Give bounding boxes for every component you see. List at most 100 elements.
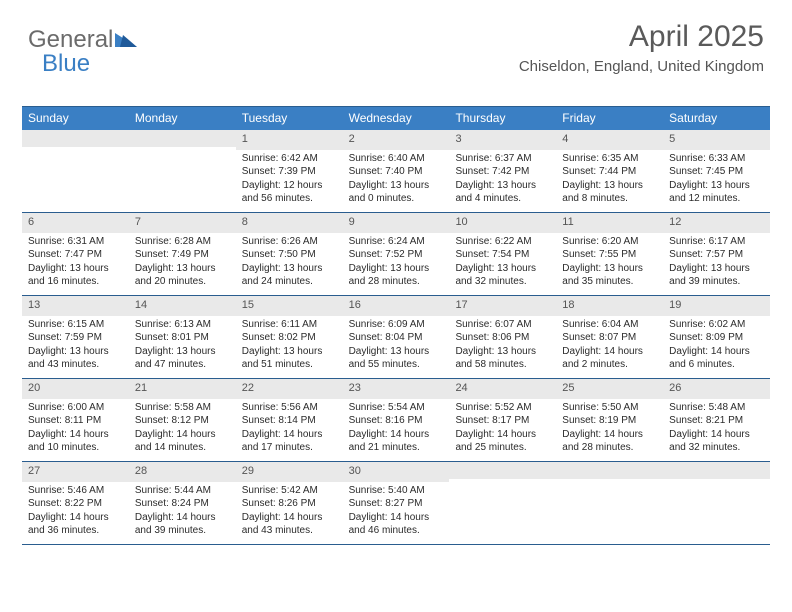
sunset-text: Sunset: 7:55 PM	[562, 248, 657, 262]
sunset-text: Sunset: 8:24 PM	[135, 497, 230, 511]
day-number: 2	[343, 130, 450, 150]
day-number: 19	[663, 296, 770, 316]
day-number: 7	[129, 213, 236, 233]
day-number: 13	[22, 296, 129, 316]
daylight-text: Daylight: 13 hours and 51 minutes.	[242, 345, 337, 372]
day-number: 15	[236, 296, 343, 316]
week-row: 20Sunrise: 6:00 AMSunset: 8:11 PMDayligh…	[22, 379, 770, 462]
day-cell: 5Sunrise: 6:33 AMSunset: 7:45 PMDaylight…	[663, 130, 770, 212]
location-text: Chiseldon, England, United Kingdom	[519, 58, 764, 75]
day-body: Sunrise: 6:40 AMSunset: 7:40 PMDaylight:…	[343, 150, 450, 210]
daylight-text: Daylight: 14 hours and 28 minutes.	[562, 428, 657, 455]
day-cell: 3Sunrise: 6:37 AMSunset: 7:42 PMDaylight…	[449, 130, 556, 212]
sunrise-text: Sunrise: 5:46 AM	[28, 484, 123, 498]
sunrise-text: Sunrise: 6:17 AM	[669, 235, 764, 249]
daylight-text: Daylight: 14 hours and 6 minutes.	[669, 345, 764, 372]
day-number: 9	[343, 213, 450, 233]
day-cell: 21Sunrise: 5:58 AMSunset: 8:12 PMDayligh…	[129, 379, 236, 461]
sunrise-text: Sunrise: 6:04 AM	[562, 318, 657, 332]
day-body: Sunrise: 5:52 AMSunset: 8:17 PMDaylight:…	[449, 399, 556, 459]
day-body: Sunrise: 6:33 AMSunset: 7:45 PMDaylight:…	[663, 150, 770, 210]
day-cell: 22Sunrise: 5:56 AMSunset: 8:14 PMDayligh…	[236, 379, 343, 461]
day-number: 20	[22, 379, 129, 399]
day-cell: 17Sunrise: 6:07 AMSunset: 8:06 PMDayligh…	[449, 296, 556, 378]
daylight-text: Daylight: 14 hours and 43 minutes.	[242, 511, 337, 538]
sunset-text: Sunset: 8:11 PM	[28, 414, 123, 428]
daylight-text: Daylight: 13 hours and 24 minutes.	[242, 262, 337, 289]
day-cell: 27Sunrise: 5:46 AMSunset: 8:22 PMDayligh…	[22, 462, 129, 544]
sunset-text: Sunset: 8:01 PM	[135, 331, 230, 345]
day-body: Sunrise: 5:48 AMSunset: 8:21 PMDaylight:…	[663, 399, 770, 459]
day-body: Sunrise: 6:42 AMSunset: 7:39 PMDaylight:…	[236, 150, 343, 210]
sunrise-text: Sunrise: 5:50 AM	[562, 401, 657, 415]
week-row: 27Sunrise: 5:46 AMSunset: 8:22 PMDayligh…	[22, 462, 770, 545]
sunset-text: Sunset: 7:45 PM	[669, 165, 764, 179]
weeks-container: 1Sunrise: 6:42 AMSunset: 7:39 PMDaylight…	[22, 130, 770, 545]
daylight-text: Daylight: 13 hours and 32 minutes.	[455, 262, 550, 289]
day-number: 4	[556, 130, 663, 150]
day-cell: 2Sunrise: 6:40 AMSunset: 7:40 PMDaylight…	[343, 130, 450, 212]
daylight-text: Daylight: 13 hours and 16 minutes.	[28, 262, 123, 289]
day-number: 27	[22, 462, 129, 482]
day-body: Sunrise: 6:04 AMSunset: 8:07 PMDaylight:…	[556, 316, 663, 376]
day-body: Sunrise: 6:35 AMSunset: 7:44 PMDaylight:…	[556, 150, 663, 210]
week-row: 6Sunrise: 6:31 AMSunset: 7:47 PMDaylight…	[22, 213, 770, 296]
sunrise-text: Sunrise: 6:28 AM	[135, 235, 230, 249]
daylight-text: Daylight: 14 hours and 46 minutes.	[349, 511, 444, 538]
day-body	[556, 479, 663, 485]
daylight-text: Daylight: 13 hours and 55 minutes.	[349, 345, 444, 372]
day-cell: 24Sunrise: 5:52 AMSunset: 8:17 PMDayligh…	[449, 379, 556, 461]
daylight-text: Daylight: 13 hours and 4 minutes.	[455, 179, 550, 206]
sunrise-text: Sunrise: 6:37 AM	[455, 152, 550, 166]
sunset-text: Sunset: 8:02 PM	[242, 331, 337, 345]
sunrise-text: Sunrise: 6:35 AM	[562, 152, 657, 166]
day-cell: 26Sunrise: 5:48 AMSunset: 8:21 PMDayligh…	[663, 379, 770, 461]
day-number: 17	[449, 296, 556, 316]
day-header-wed: Wednesday	[343, 107, 450, 130]
day-number	[556, 462, 663, 479]
sunset-text: Sunset: 7:49 PM	[135, 248, 230, 262]
sunset-text: Sunset: 8:06 PM	[455, 331, 550, 345]
sunrise-text: Sunrise: 5:48 AM	[669, 401, 764, 415]
week-row: 1Sunrise: 6:42 AMSunset: 7:39 PMDaylight…	[22, 130, 770, 213]
sunrise-text: Sunrise: 6:11 AM	[242, 318, 337, 332]
day-number: 21	[129, 379, 236, 399]
day-body	[449, 479, 556, 485]
day-body	[129, 147, 236, 153]
day-number: 8	[236, 213, 343, 233]
sunrise-text: Sunrise: 6:33 AM	[669, 152, 764, 166]
day-header-fri: Friday	[556, 107, 663, 130]
daylight-text: Daylight: 14 hours and 25 minutes.	[455, 428, 550, 455]
day-number: 30	[343, 462, 450, 482]
sunrise-text: Sunrise: 6:26 AM	[242, 235, 337, 249]
daylight-text: Daylight: 13 hours and 35 minutes.	[562, 262, 657, 289]
sunset-text: Sunset: 7:40 PM	[349, 165, 444, 179]
day-cell: 1Sunrise: 6:42 AMSunset: 7:39 PMDaylight…	[236, 130, 343, 212]
day-body: Sunrise: 6:28 AMSunset: 7:49 PMDaylight:…	[129, 233, 236, 293]
day-body: Sunrise: 6:31 AMSunset: 7:47 PMDaylight:…	[22, 233, 129, 293]
sunrise-text: Sunrise: 6:40 AM	[349, 152, 444, 166]
sunrise-text: Sunrise: 6:13 AM	[135, 318, 230, 332]
daylight-text: Daylight: 14 hours and 21 minutes.	[349, 428, 444, 455]
daylight-text: Daylight: 14 hours and 17 minutes.	[242, 428, 337, 455]
sunrise-text: Sunrise: 6:02 AM	[669, 318, 764, 332]
sunset-text: Sunset: 8:07 PM	[562, 331, 657, 345]
daylight-text: Daylight: 13 hours and 0 minutes.	[349, 179, 444, 206]
day-number	[449, 462, 556, 479]
header: April 2025 Chiseldon, England, United Ki…	[519, 20, 764, 75]
day-number: 10	[449, 213, 556, 233]
sunset-text: Sunset: 8:26 PM	[242, 497, 337, 511]
day-number	[129, 130, 236, 147]
sunset-text: Sunset: 8:04 PM	[349, 331, 444, 345]
day-cell: 8 Sunrise: 6:26 AMSunset: 7:50 PMDaylight…	[236, 213, 343, 295]
logo-text-blue: Blue	[42, 50, 90, 78]
sunset-text: Sunset: 7:50 PM	[242, 248, 337, 262]
day-body: Sunrise: 6:09 AMSunset: 8:04 PMDaylight:…	[343, 316, 450, 376]
sunrise-text: Sunrise: 5:42 AM	[242, 484, 337, 498]
day-number: 6	[22, 213, 129, 233]
daylight-text: Daylight: 14 hours and 32 minutes.	[669, 428, 764, 455]
day-body: Sunrise: 5:58 AMSunset: 8:12 PMDaylight:…	[129, 399, 236, 459]
day-number	[663, 462, 770, 479]
sunset-text: Sunset: 8:09 PM	[669, 331, 764, 345]
daylight-text: Daylight: 13 hours and 28 minutes.	[349, 262, 444, 289]
